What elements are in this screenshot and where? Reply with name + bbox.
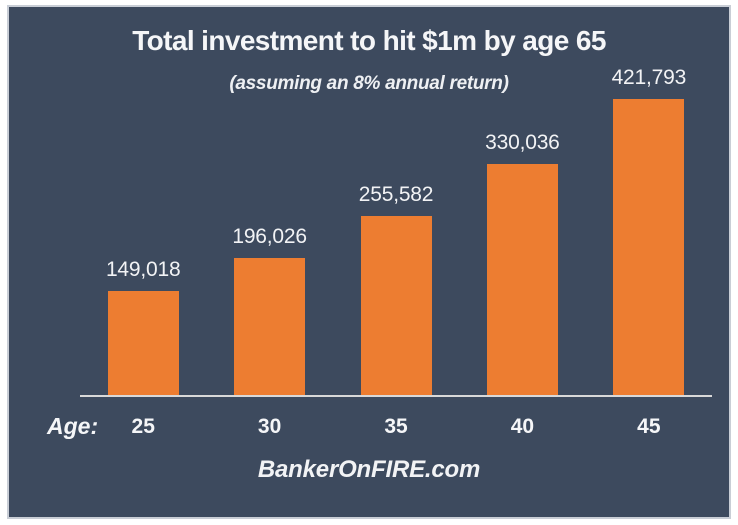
bar-group: 330,036 [459, 131, 585, 396]
bar-value-label: 330,036 [485, 131, 560, 154]
chart-title: Total investment to hit $1m by age 65 [132, 25, 606, 56]
x-tick-label: 35 [384, 415, 408, 438]
bar-group: 149,018 [80, 258, 206, 396]
x-tick-label: 45 [637, 415, 661, 438]
bar-value-label: 149,018 [105, 258, 181, 281]
bar [360, 216, 432, 396]
x-tick-label: 40 [510, 415, 535, 438]
x-axis-prefix-label: Age: [47, 413, 99, 439]
watermark-text: BankerOnFIRE.com [257, 456, 481, 483]
bar-group: 421,793 [586, 66, 712, 396]
bar-group: 255,582 [333, 183, 459, 396]
bar [613, 99, 685, 396]
chart-subtitle: (assuming an 8% annual return) [229, 73, 509, 94]
bar [234, 258, 306, 396]
bar-value-label: 421,793 [611, 66, 687, 89]
x-tick-label: 30 [257, 415, 282, 438]
bar [486, 164, 558, 396]
bar-group: 196,026 [206, 225, 332, 396]
x-tick-label: 25 [131, 415, 155, 438]
bar-value-label: 255,582 [358, 183, 434, 206]
bar [107, 291, 179, 396]
bar-value-label: 196,026 [232, 225, 307, 248]
x-axis-line [80, 395, 712, 397]
chart-panel: Total investment to hit $1m by age 65 (a… [7, 5, 731, 519]
x-axis-ticks: 25 30 35 40 45 [80, 415, 712, 439]
bars: 149,018 196,026 255,582 330,036 421,793 [80, 66, 712, 396]
